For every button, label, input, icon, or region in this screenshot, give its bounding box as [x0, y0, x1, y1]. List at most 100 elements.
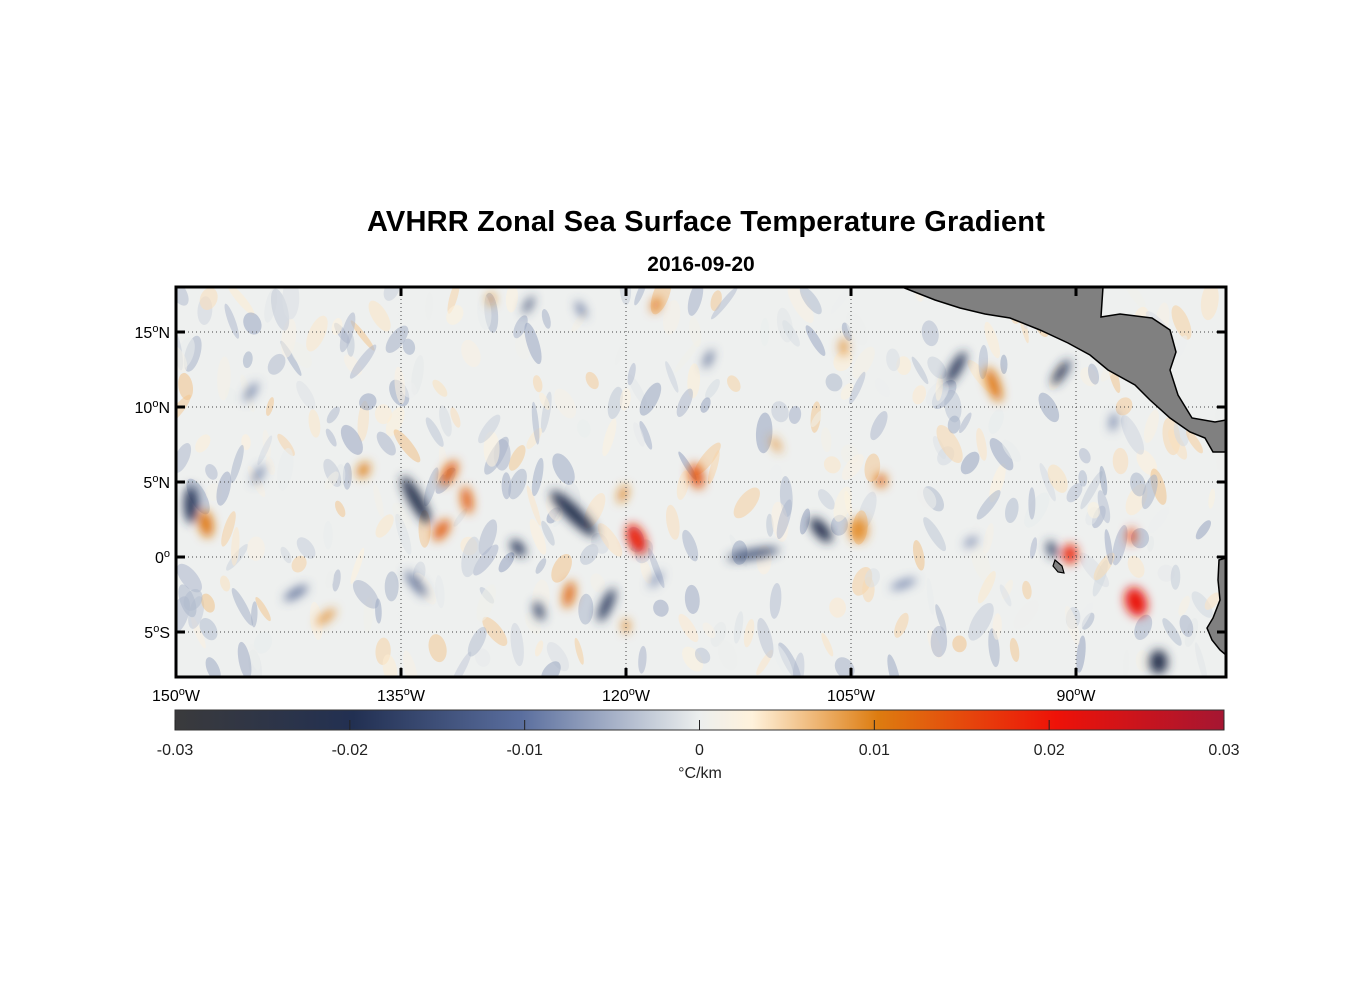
lon-label-1: 135oW [377, 686, 426, 705]
noise-speckle [864, 453, 881, 482]
noise-speckle [1087, 501, 1101, 519]
lon-label-4: 90oW [1056, 686, 1096, 705]
noise-speckle [325, 570, 335, 589]
noise-speckle [541, 520, 555, 546]
noise-speckle [1047, 464, 1068, 493]
gradient-feature-2 [357, 462, 370, 478]
noise-speckle [178, 372, 194, 401]
noise-speckle [821, 632, 834, 657]
noise-speckle [912, 385, 927, 405]
noise-speckle [689, 317, 702, 348]
noise-speckle [788, 405, 802, 424]
noise-speckle [665, 361, 679, 393]
noise-speckle [848, 371, 866, 405]
noise-speckle [237, 641, 252, 677]
noise-speckle [326, 406, 340, 424]
gradient-feature-30 [405, 571, 427, 597]
gradient-feature-26 [1124, 587, 1148, 617]
noise-speckle [769, 464, 783, 484]
noise-speckle [267, 353, 286, 375]
gradient-feature-4 [440, 460, 458, 486]
noise-speckle [923, 517, 947, 552]
noise-speckle [428, 634, 447, 663]
noise-speckle [446, 305, 464, 325]
noise-speckle [894, 612, 909, 638]
noise-speckle [952, 635, 967, 653]
noise-speckle [1135, 650, 1151, 672]
noise-speckle [1002, 439, 1021, 462]
noise-speckle [257, 435, 273, 465]
noise-speckle [912, 540, 925, 571]
noise-speckle [602, 418, 617, 457]
noise-speckle [634, 287, 647, 306]
noise-speckle [1195, 520, 1212, 540]
noise-speckle [576, 419, 591, 438]
noise-speckle [674, 338, 701, 373]
noise-speckle [176, 287, 189, 306]
noise-speckle [508, 445, 526, 471]
noise-speckle [242, 351, 253, 369]
noise-speckle [231, 526, 240, 566]
noise-speckle [376, 431, 396, 456]
noise-speckle [1005, 497, 1019, 524]
gradient-feature-0 [184, 485, 198, 524]
noise-speckle [1179, 614, 1194, 637]
noise-speckle [501, 472, 512, 500]
noise-speckle [833, 486, 852, 522]
lon-label-2: 120oW [602, 686, 651, 705]
noise-speckle [461, 536, 481, 578]
lat-label-1: 10oN [135, 398, 170, 417]
noise-speckle [1157, 564, 1175, 582]
noise-speckle [1186, 430, 1203, 454]
noise-speckle [384, 571, 399, 602]
land-galapagos [1052, 558, 1065, 574]
noise-speckle [959, 412, 972, 434]
noise-speckle [176, 563, 202, 593]
noise-speckle [574, 637, 584, 665]
noise-speckle [266, 397, 274, 416]
noise-speckle [226, 287, 255, 316]
noise-speckle [385, 325, 409, 353]
colorbar-tick-0: -0.03 [157, 742, 194, 759]
map-date-subtitle: 2016-09-20 [647, 253, 755, 276]
noise-speckle [694, 442, 721, 476]
gradient-feature-27 [1127, 527, 1136, 545]
noise-speckle [432, 379, 448, 397]
noise-speckle [988, 409, 1004, 434]
noise-speckle [349, 344, 377, 379]
noise-speckle [772, 643, 794, 677]
noise-speckle [1147, 535, 1155, 552]
noise-speckle [526, 485, 541, 526]
noise-speckle [983, 523, 994, 554]
gradient-feature-15 [623, 619, 629, 633]
noise-speckle [977, 570, 996, 604]
noise-speckle [999, 584, 1012, 607]
noise-speckle [757, 617, 774, 659]
gradient-feature-28 [1149, 650, 1168, 674]
noise-speckle [265, 457, 275, 476]
gradient-feature-34 [488, 293, 494, 305]
noise-speckle [733, 611, 744, 644]
lat-label-4: 5oS [144, 623, 170, 642]
noise-speckle [887, 654, 902, 677]
noise-speckle [508, 468, 527, 500]
noise-speckle [277, 447, 294, 491]
noise-speckle [810, 410, 823, 428]
noise-speckle [439, 405, 452, 437]
gradient-feature-29 [284, 585, 308, 601]
noise-speckle [1066, 483, 1083, 503]
noise-speckle [296, 380, 316, 410]
noise-speckle [640, 559, 652, 584]
noise-speckle [585, 371, 599, 390]
noise-speckle [1123, 649, 1130, 677]
map-grid [176, 287, 1226, 677]
noise-speckle [682, 529, 699, 562]
map-title: AVHRR Zonal Sea Surface Temperature Grad… [366, 206, 1046, 238]
gradient-feature-40 [1110, 413, 1117, 431]
gradient-feature-24 [1062, 544, 1078, 564]
noise-speckle [825, 373, 843, 392]
noise-speckle [1000, 354, 1008, 374]
noise-speckle [771, 401, 789, 423]
noise-speckle [324, 471, 339, 490]
